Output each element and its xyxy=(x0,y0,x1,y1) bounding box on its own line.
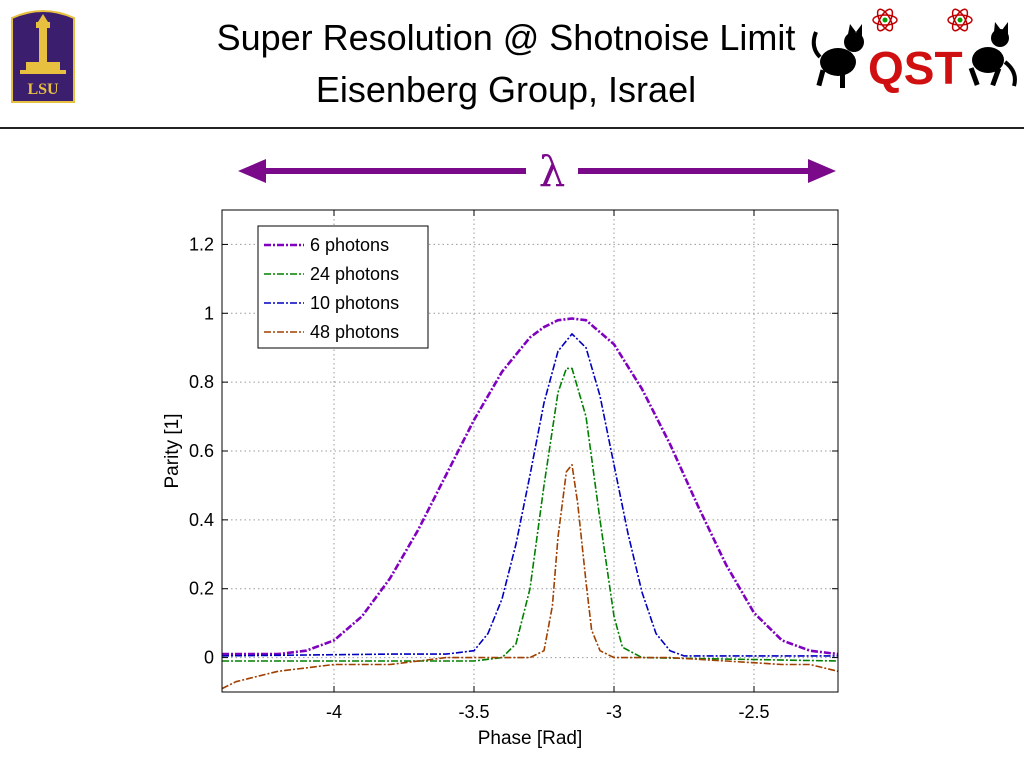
y-tick-label: 0 xyxy=(204,648,214,668)
y-tick-label: 0.2 xyxy=(189,579,214,599)
y-tick-label: 1.2 xyxy=(189,234,214,254)
legend-entry: 6 photons xyxy=(310,235,389,255)
x-tick-label: -3.5 xyxy=(458,702,489,722)
qst-logo-text: QST xyxy=(868,42,963,94)
slide-title-line2: Eisenberg Group, Israel xyxy=(315,69,697,110)
series-line-48-photons xyxy=(221,464,839,690)
atom-icon-1 xyxy=(872,8,898,32)
y-tick-label: 0.4 xyxy=(189,510,214,530)
x-tick-label: -3 xyxy=(606,702,622,722)
y-tick-label: 0.6 xyxy=(189,441,214,461)
x-tick-label: -2.5 xyxy=(738,702,769,722)
wavelength-symbol: λ xyxy=(539,148,566,196)
slide-title-line1: Super Resolution @ Shotnoise Limit xyxy=(216,17,796,58)
cat-left-icon xyxy=(811,24,864,88)
legend-entry: 10 photons xyxy=(310,293,399,313)
legend: 6 photons 24 photons 10 photons 48 photons xyxy=(257,225,429,349)
series-line-6-photons xyxy=(222,317,839,656)
series-line-24-photons xyxy=(222,367,839,662)
lsu-logo: LSU xyxy=(8,8,78,111)
legend-entry: 48 photons xyxy=(310,322,399,342)
wavelength-indicator: λ xyxy=(230,147,850,203)
y-tick-label: 0.8 xyxy=(189,372,214,392)
atom-icon-2 xyxy=(947,8,973,32)
series-line-10-photons xyxy=(221,333,838,657)
arrow-right-head-icon xyxy=(808,159,836,183)
header-divider xyxy=(0,127,1024,129)
legend-box xyxy=(257,225,429,349)
qst-logo: QST xyxy=(810,2,1020,107)
lsu-logo-text: LSU xyxy=(27,81,59,98)
legend-entry: 24 photons xyxy=(310,264,399,284)
cat-right-icon xyxy=(968,22,1017,87)
y-tick-label: 1 xyxy=(204,303,214,323)
x-axis-title: Phase [Rad] xyxy=(478,728,583,749)
arrow-left-head-icon xyxy=(238,159,266,183)
x-tick-label: -4 xyxy=(326,702,342,722)
y-axis-title: Parity [1] xyxy=(162,414,183,489)
